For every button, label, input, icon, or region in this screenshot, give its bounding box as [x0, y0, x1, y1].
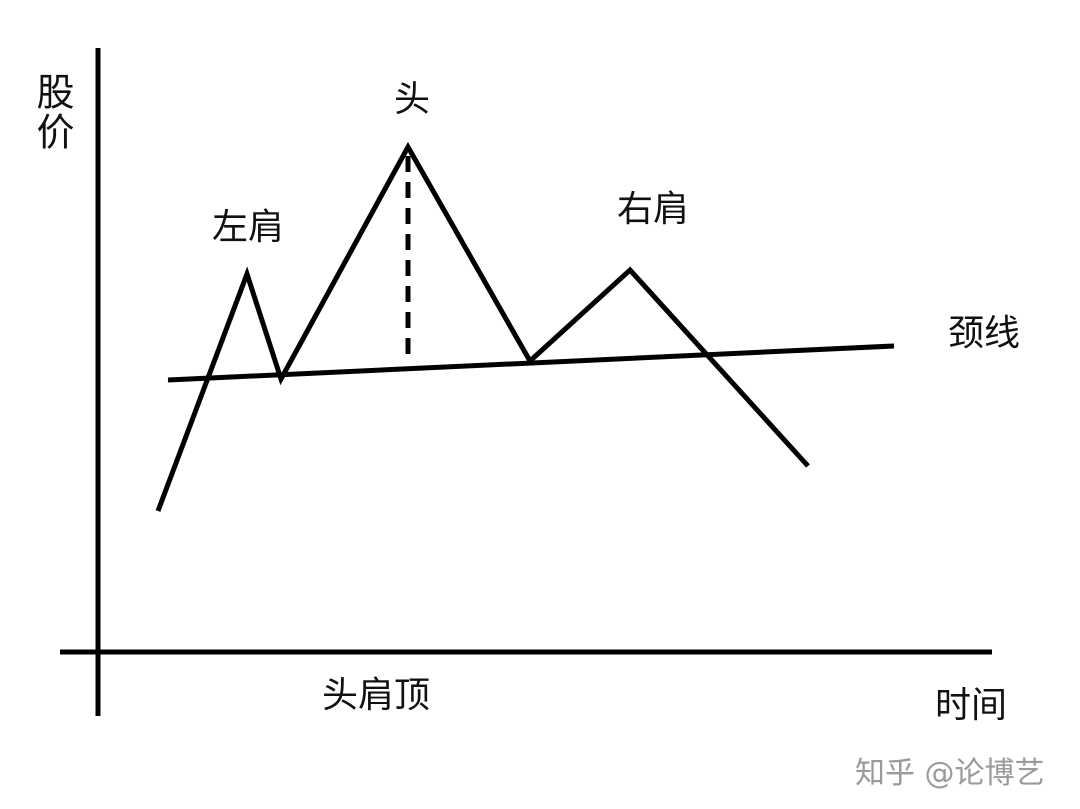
x-axis-label: 时间 [935, 685, 1008, 726]
watermark: 知乎 @论博艺 [855, 756, 1045, 791]
right-shoulder-label: 右肩 [617, 189, 690, 230]
neckline-label: 颈线 [948, 313, 1021, 354]
diagram-title: 头肩顶 [322, 675, 431, 716]
price-line [155, 141, 810, 512]
left-shoulder-label: 左肩 [212, 207, 285, 248]
head-label: 头 [394, 79, 431, 120]
y-axis-label: 股价 [30, 72, 74, 152]
